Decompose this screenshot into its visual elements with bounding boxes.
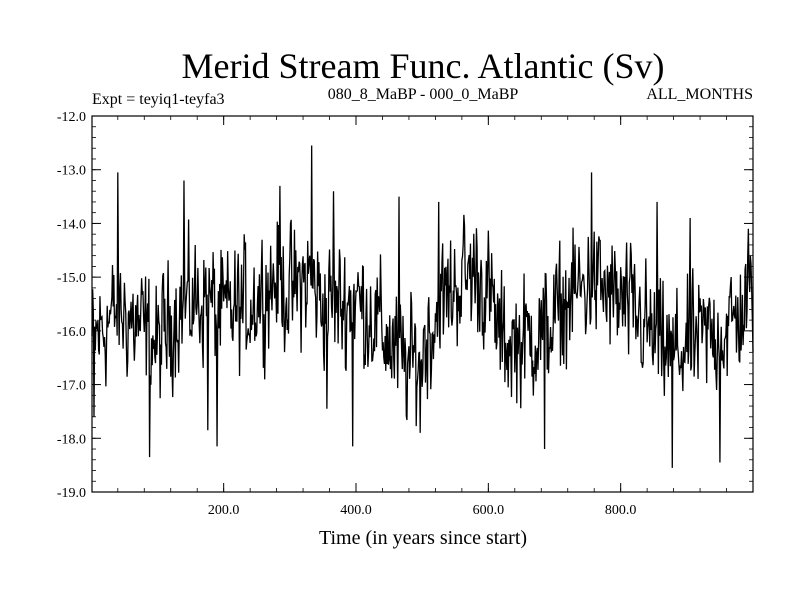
experiment-label: Expt = teyiq1-teyfa3 [92, 91, 225, 108]
y-tick-label: -15.0 [57, 271, 86, 286]
period-label: 080_8_MaBP - 000_0_MaBP [328, 86, 519, 103]
y-tick-label: -12.0 [57, 110, 86, 125]
months-label: ALL_MONTHS [646, 86, 753, 103]
x-tick-label: 800.0 [605, 503, 637, 518]
x-tick-label: 600.0 [473, 503, 505, 518]
x-tick-label: 400.0 [340, 503, 372, 518]
plot-area: -12.0 -13.0 -14.0 -15.0 -16.0 -17.0 -18.0 -19.0… [57, 110, 754, 518]
x-tick-label: 200.0 [208, 503, 240, 518]
y-tick-label: -18.0 [57, 432, 86, 447]
chart-title: Merid Stream Func. Atlantic (Sv) [182, 46, 665, 86]
y-tick-label: -13.0 [57, 164, 86, 179]
series-line [91, 145, 754, 468]
y-tick-label: -14.0 [57, 217, 86, 232]
y-tick-label: -16.0 [57, 325, 86, 340]
y-tick-label: -19.0 [57, 486, 86, 501]
y-tick-label: -17.0 [57, 379, 86, 394]
x-axis-label: Time (in years since start) [319, 527, 527, 549]
